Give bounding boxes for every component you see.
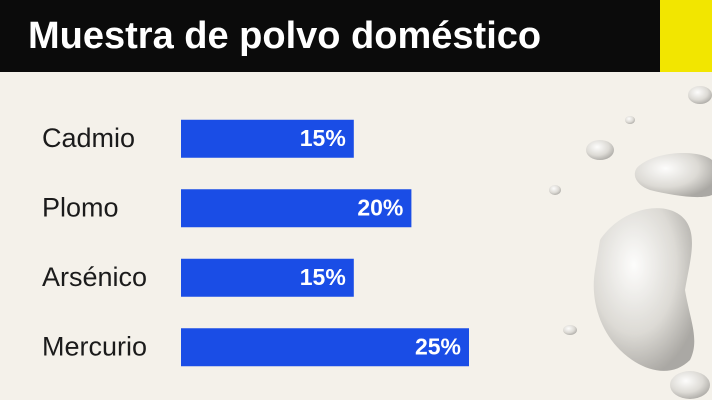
accent-block [660, 0, 712, 72]
drop [625, 116, 635, 124]
water-drops [549, 86, 712, 399]
drop [549, 185, 561, 195]
bar [181, 328, 469, 367]
category-label: Mercurio [42, 331, 147, 361]
category-label: Plomo [42, 192, 119, 222]
drop [593, 208, 695, 371]
chart-title: Muestra de polvo doméstico [28, 15, 541, 57]
drop [563, 325, 577, 335]
value-label: 15% [300, 264, 346, 290]
bar [181, 189, 412, 228]
category-label: Cadmio [42, 123, 135, 153]
category-label: Arsénico [42, 262, 147, 292]
plot: Cadmio 15% Plomo 20% Arsénico 15% Mercurio 25% [42, 119, 469, 367]
drop [688, 86, 712, 104]
value-label: 20% [357, 194, 403, 220]
title-bar [0, 0, 660, 72]
drop [670, 371, 710, 399]
value-label: 15% [300, 125, 346, 151]
bar [181, 258, 354, 297]
drop [634, 153, 712, 198]
drop [586, 140, 614, 160]
bar [181, 119, 354, 158]
value-label: 25% [415, 333, 461, 359]
